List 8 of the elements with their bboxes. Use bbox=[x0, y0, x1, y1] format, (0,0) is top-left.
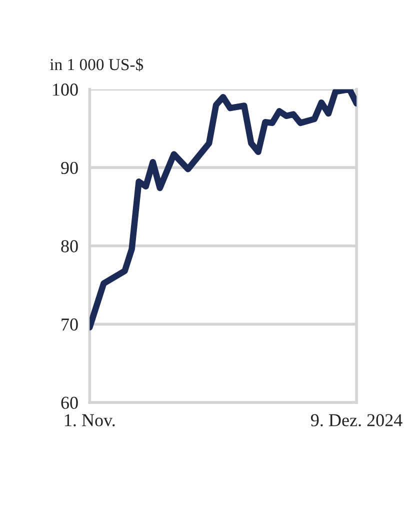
y-tick-label: 60 bbox=[61, 396, 78, 409]
y-axis-title: in 1 000 US-$ bbox=[50, 58, 144, 72]
y-tick-label: 80 bbox=[61, 240, 78, 252]
y-tick-label: 90 bbox=[61, 162, 78, 174]
y-tick-label: 100 bbox=[53, 84, 78, 96]
y-tick-label: 70 bbox=[62, 318, 78, 331]
x-tick-label: 1. Nov. bbox=[65, 414, 115, 426]
x-tick-label: 9. Dez. 2024 bbox=[310, 414, 402, 426]
